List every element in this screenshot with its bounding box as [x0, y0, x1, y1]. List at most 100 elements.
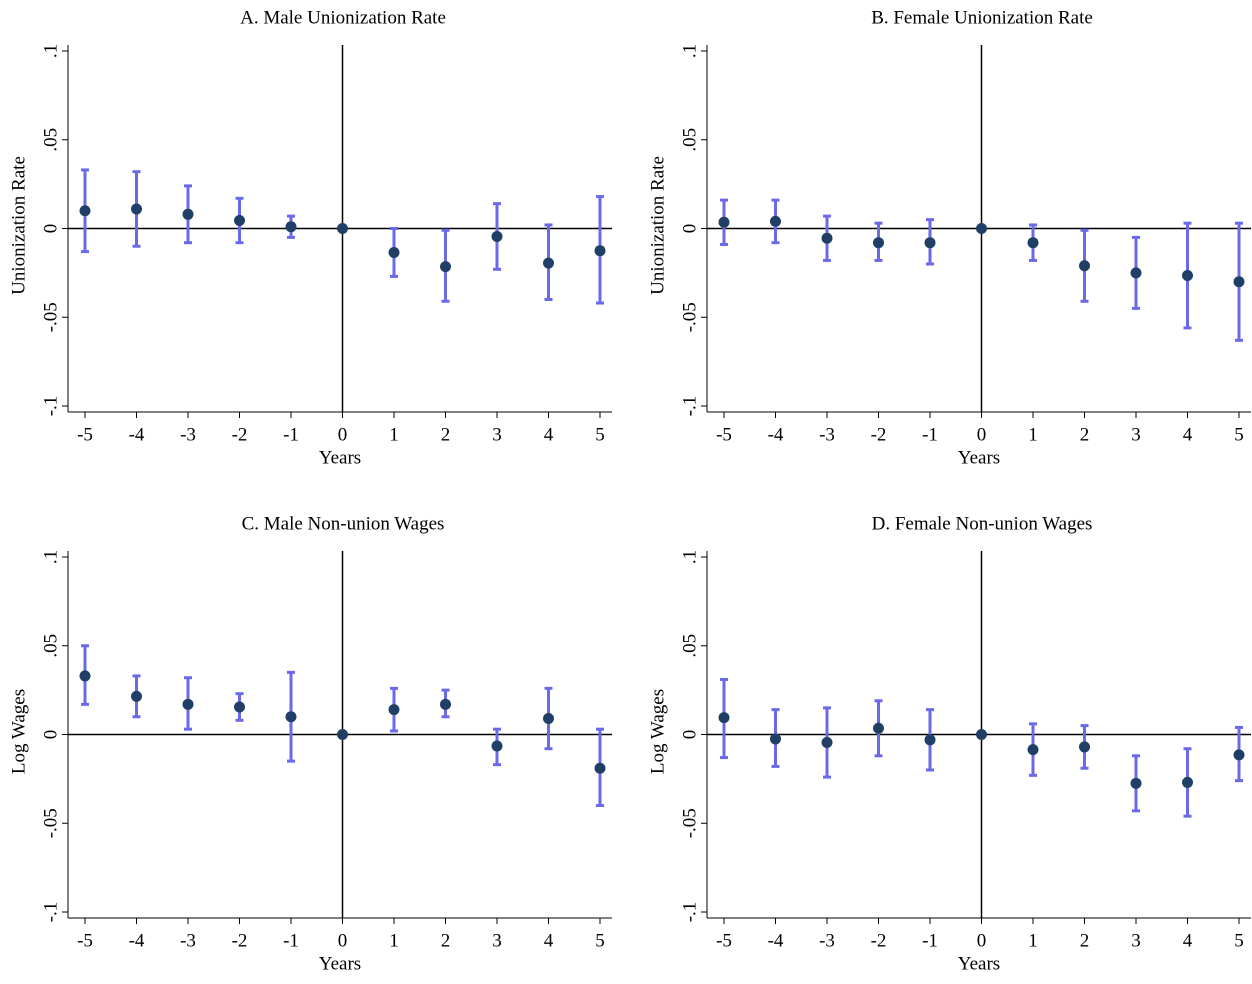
y-tick-label: 0: [40, 730, 61, 740]
point: [1182, 776, 1193, 788]
x-axis-label: Years: [958, 447, 1000, 468]
y-axis-label: Unionization Rate: [647, 156, 668, 295]
panel-title: A. Male Unionization Rate: [240, 7, 446, 28]
y-tick-label: -.05: [679, 302, 700, 332]
point: [1079, 741, 1090, 753]
x-tick-label: 5: [1234, 424, 1244, 445]
y-tick-label: -.05: [679, 808, 700, 838]
point: [1027, 237, 1039, 249]
point: [337, 729, 348, 740]
y-axis-label: Log Wages: [8, 689, 29, 774]
point: [79, 670, 91, 682]
point: [821, 736, 833, 748]
point: [543, 713, 554, 725]
point: [131, 203, 142, 215]
x-tick-label: -5: [716, 424, 732, 445]
y-tick-label: -.1: [40, 902, 61, 923]
point: [873, 722, 884, 734]
x-tick-label: 2: [441, 424, 451, 445]
x-tick-label: 2: [1080, 930, 1090, 951]
panel-title: D. Female Non-union Wages: [872, 513, 1093, 534]
point: [491, 740, 503, 752]
x-tick-label: 1: [1028, 424, 1038, 445]
point: [440, 261, 451, 273]
y-axis-label: Log Wages: [647, 689, 668, 774]
x-tick-label: 1: [389, 930, 399, 951]
x-tick-label: -3: [180, 930, 196, 951]
x-tick-label: 0: [338, 424, 348, 445]
point: [718, 216, 730, 228]
x-tick-label: -2: [232, 930, 248, 951]
x-tick-label: -2: [871, 930, 887, 951]
y-tick-label: .1: [679, 44, 700, 58]
y-tick-label: .1: [40, 44, 61, 58]
x-axis-label: Years: [319, 953, 361, 974]
point: [440, 698, 451, 710]
point: [337, 223, 348, 234]
point: [388, 246, 400, 258]
point: [1130, 267, 1142, 279]
point: [182, 698, 194, 710]
x-tick-label: 2: [1080, 424, 1090, 445]
x-tick-label: 5: [1234, 930, 1244, 951]
y-tick-label: -.05: [40, 302, 61, 332]
y-tick-label: -.05: [40, 808, 61, 838]
panel: B. Female Unionization Rate -.1 -.05 0 .05 .1…: [647, 7, 1251, 468]
point: [79, 205, 91, 217]
x-tick-label: 0: [977, 424, 987, 445]
point: [821, 232, 833, 244]
panel-title: C. Male Non-union Wages: [242, 513, 445, 534]
x-tick-label: 2: [441, 930, 451, 951]
x-tick-label: 0: [977, 930, 987, 951]
y-tick-label: 0: [679, 730, 700, 740]
point: [388, 704, 400, 716]
x-tick-label: 1: [389, 424, 399, 445]
point: [924, 237, 936, 249]
x-axis-label: Years: [319, 447, 361, 468]
point: [770, 215, 781, 227]
x-tick-label: -3: [819, 424, 835, 445]
y-tick-label: 0: [679, 224, 700, 234]
x-tick-label: 5: [595, 424, 605, 445]
x-tick-label: -1: [283, 930, 299, 951]
x-tick-label: 4: [544, 424, 554, 445]
x-tick-label: -2: [232, 424, 248, 445]
x-tick-label: -4: [768, 930, 784, 951]
point: [873, 237, 884, 249]
point: [770, 733, 781, 745]
point: [491, 230, 503, 242]
y-tick-label: 0: [40, 224, 61, 234]
point: [131, 690, 142, 702]
x-tick-label: -1: [283, 424, 299, 445]
x-tick-label: 3: [492, 930, 502, 951]
point: [234, 215, 245, 227]
point: [718, 712, 730, 724]
x-tick-label: -1: [922, 930, 938, 951]
point: [1233, 276, 1245, 288]
y-tick-label: .05: [679, 128, 700, 152]
point: [1182, 270, 1193, 282]
point: [182, 208, 194, 220]
x-tick-label: -5: [77, 930, 93, 951]
x-tick-label: -4: [129, 930, 145, 951]
point: [234, 701, 245, 713]
point: [1079, 260, 1090, 272]
x-tick-label: 4: [1183, 930, 1193, 951]
y-tick-label: -.1: [679, 396, 700, 417]
x-tick-label: 3: [1131, 930, 1141, 951]
x-tick-label: -5: [77, 424, 93, 445]
y-tick-label: -.1: [40, 396, 61, 417]
x-axis-label: Years: [958, 953, 1000, 974]
x-tick-label: -4: [129, 424, 145, 445]
x-tick-label: 1: [1028, 930, 1038, 951]
x-tick-label: -4: [768, 424, 784, 445]
y-tick-label: .05: [679, 634, 700, 658]
x-tick-label: 3: [1131, 424, 1141, 445]
y-tick-label: .05: [40, 634, 61, 658]
x-tick-label: -2: [871, 424, 887, 445]
panel-title: B. Female Unionization Rate: [871, 7, 1093, 28]
point: [285, 221, 297, 233]
x-tick-label: 4: [1183, 424, 1193, 445]
point: [543, 257, 554, 269]
